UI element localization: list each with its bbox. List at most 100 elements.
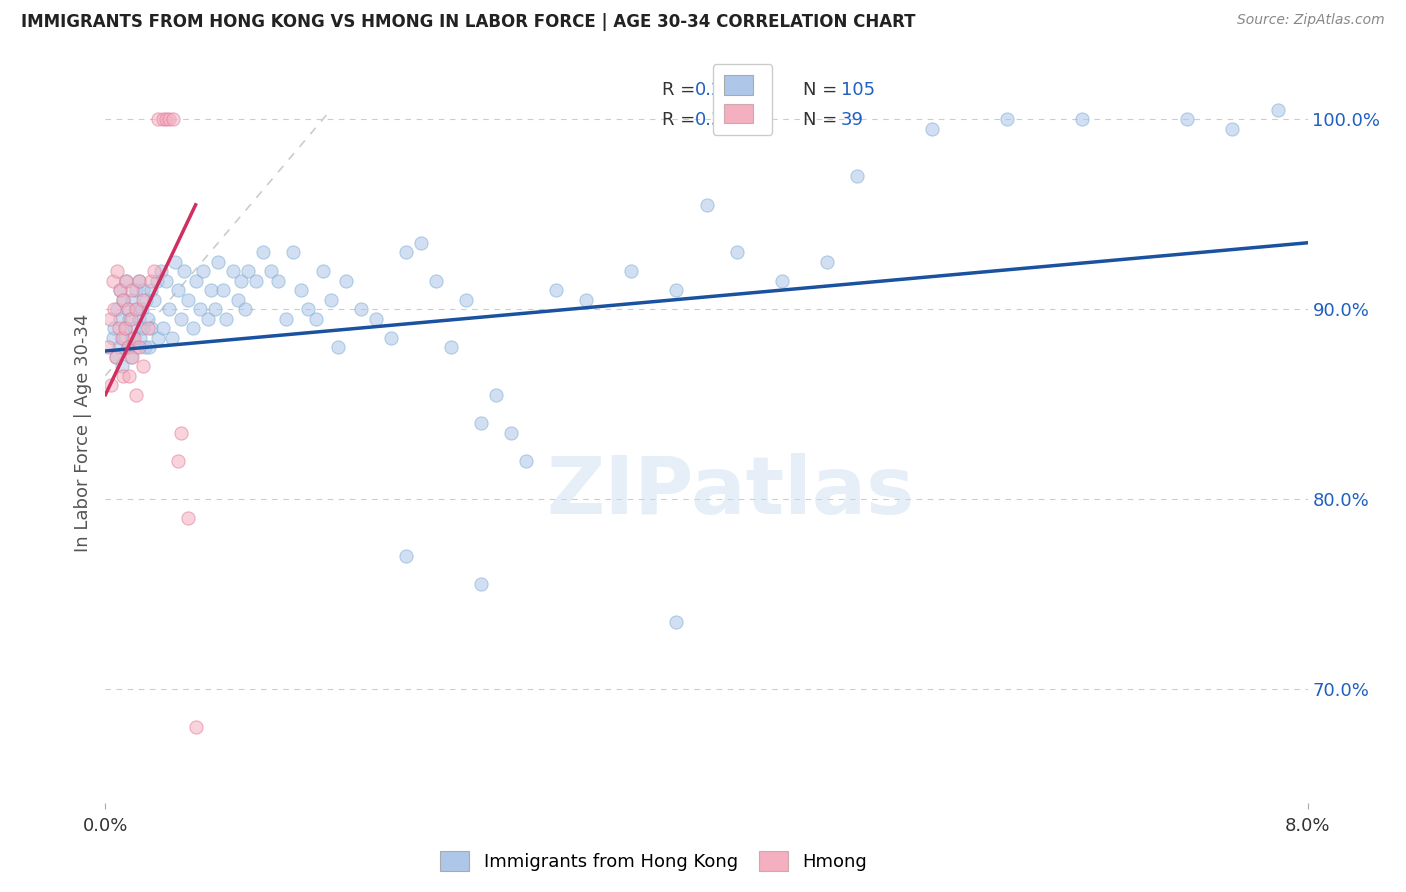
Text: 0.293: 0.293 <box>695 81 747 99</box>
Point <box>139 321 162 335</box>
Point <box>211 283 233 297</box>
Point <box>665 615 688 630</box>
Point <box>921 121 943 136</box>
Point <box>118 311 141 326</box>
Text: 39: 39 <box>841 111 865 128</box>
Point <box>121 350 143 364</box>
Point <box>117 340 139 354</box>
Point <box>142 293 165 307</box>
Point <box>350 302 373 317</box>
Point <box>117 302 139 317</box>
Point <box>274 311 297 326</box>
Text: N =: N = <box>803 81 842 99</box>
Point <box>1175 112 1198 127</box>
Point <box>121 331 143 345</box>
Point <box>107 302 129 317</box>
Point <box>110 311 132 326</box>
Point <box>100 378 122 392</box>
Point <box>162 112 184 127</box>
Point <box>145 274 167 288</box>
Point <box>815 254 838 268</box>
Point <box>139 283 162 297</box>
Point <box>124 302 146 317</box>
Point <box>101 331 124 345</box>
Text: N =: N = <box>803 111 842 128</box>
Point <box>155 274 177 288</box>
Point <box>425 274 447 288</box>
Point <box>108 321 131 335</box>
Point <box>696 198 718 212</box>
Point <box>131 302 153 317</box>
Point <box>297 302 319 317</box>
Point <box>134 340 156 354</box>
Point <box>409 235 432 250</box>
Point <box>169 311 191 326</box>
Point <box>124 387 146 401</box>
Point <box>128 274 150 288</box>
Point <box>620 264 643 278</box>
Y-axis label: In Labor Force | Age 30-34: In Labor Force | Age 30-34 <box>73 313 91 552</box>
Point <box>725 245 748 260</box>
Point <box>115 274 138 288</box>
Point <box>995 112 1018 127</box>
Point <box>177 511 200 525</box>
Point <box>128 274 150 288</box>
Point <box>515 454 537 468</box>
Point <box>152 321 174 335</box>
Point <box>135 293 157 307</box>
Point <box>125 302 148 317</box>
Point <box>191 264 214 278</box>
Point <box>1267 103 1289 117</box>
Point <box>128 311 150 326</box>
Point <box>380 331 402 345</box>
Text: R =: R = <box>662 81 702 99</box>
Point <box>115 274 138 288</box>
Point <box>328 340 350 354</box>
Point <box>470 416 492 430</box>
Point <box>166 283 188 297</box>
Point <box>184 274 207 288</box>
Point <box>770 274 793 288</box>
Point <box>146 331 169 345</box>
Point <box>454 293 477 307</box>
Point <box>124 340 146 354</box>
Point <box>121 293 143 307</box>
Text: R =: R = <box>662 111 702 128</box>
Point <box>103 321 125 335</box>
Legend: Immigrants from Hong Kong, Hmong: Immigrants from Hong Kong, Hmong <box>433 844 875 879</box>
Point <box>132 359 155 374</box>
Point <box>114 321 136 335</box>
Point <box>501 425 523 440</box>
Point <box>97 340 120 354</box>
Point <box>122 331 145 345</box>
Point <box>169 425 191 440</box>
Point <box>222 264 245 278</box>
Point <box>152 112 174 127</box>
Point <box>155 112 177 127</box>
Point <box>395 245 418 260</box>
Legend: , : , <box>713 64 772 135</box>
Point <box>260 264 283 278</box>
Point <box>157 112 180 127</box>
Point <box>1071 112 1094 127</box>
Point <box>138 340 160 354</box>
Point <box>163 254 186 268</box>
Point <box>122 321 145 335</box>
Point <box>142 264 165 278</box>
Point <box>136 321 159 335</box>
Point <box>204 302 226 317</box>
Point <box>132 293 155 307</box>
Point <box>188 302 211 317</box>
Point <box>364 311 387 326</box>
Point <box>111 359 134 374</box>
Point <box>120 350 142 364</box>
Point <box>150 264 173 278</box>
Point <box>112 293 135 307</box>
Point <box>335 274 357 288</box>
Point <box>229 274 252 288</box>
Point <box>104 350 127 364</box>
Text: ZIPatlas: ZIPatlas <box>547 453 915 531</box>
Point <box>546 283 568 297</box>
Point <box>665 283 688 297</box>
Point <box>214 311 236 326</box>
